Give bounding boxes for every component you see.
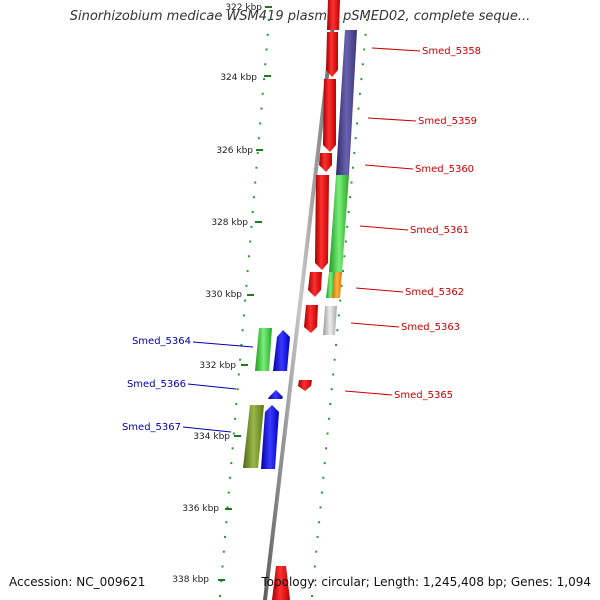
connector-smed-5362 xyxy=(355,287,404,293)
gene-smed-5358[interactable] xyxy=(326,32,338,77)
kbp-ticks xyxy=(218,6,272,581)
left-connectors xyxy=(182,341,254,433)
connector-smed-5365 xyxy=(344,390,393,396)
right-labels: Smed_5358 Smed_5359 Smed_5360 Smed_5361 … xyxy=(394,46,481,401)
gene-smed-5361[interactable] xyxy=(315,175,329,270)
gene-smed-5358-top[interactable] xyxy=(327,0,340,30)
gene-bottom-red[interactable] xyxy=(272,566,290,600)
connector-smed-5367 xyxy=(182,426,232,433)
gene-smed-5362[interactable] xyxy=(308,272,322,297)
accession-text: Accession: NC_009621 xyxy=(9,575,146,589)
gene-label-smed-5366[interactable]: Smed_5366 xyxy=(127,379,186,390)
cog-green-bar xyxy=(329,175,349,272)
cog-navy-bar xyxy=(336,30,357,175)
map-title: Sinorhizobium medicae WSM419 plasmid pSM… xyxy=(69,9,531,24)
gene-label-smed-5367[interactable]: Smed_5367 xyxy=(122,422,181,433)
gene-smed-5365[interactable] xyxy=(298,380,312,391)
kbp-label: 334 kbp xyxy=(193,432,230,442)
left-labels: Smed_5364 Smed_5366 Smed_5367 xyxy=(122,336,191,433)
kbp-label: 328 kbp xyxy=(211,218,248,228)
gene-smed-5364[interactable] xyxy=(273,330,290,371)
gene-label-smed-5365[interactable]: Smed_5365 xyxy=(394,390,453,401)
gene-label-smed-5363[interactable]: Smed_5363 xyxy=(401,322,460,333)
kbp-label: 338 kbp xyxy=(172,575,209,585)
kbp-label: 324 kbp xyxy=(220,73,257,83)
connector-smed-5361 xyxy=(359,225,409,231)
kbp-label: 322 kbp xyxy=(225,3,262,13)
connector-smed-5364 xyxy=(192,341,254,348)
connector-smed-5360 xyxy=(364,164,414,170)
left-tick-track xyxy=(219,19,270,597)
backbone xyxy=(263,0,338,600)
cog-green-left xyxy=(255,328,272,371)
kbp-labels: 322 kbp 324 kbp 326 kbp 328 kbp 330 kbp … xyxy=(172,3,262,585)
kbp-label: 332 kbp xyxy=(199,361,236,371)
gene-label-smed-5360[interactable]: Smed_5360 xyxy=(415,164,474,175)
gene-smed-5360[interactable] xyxy=(319,153,332,172)
connector-smed-5359 xyxy=(367,117,417,122)
kbp-label: 326 kbp xyxy=(216,146,253,156)
gene-smed-5359[interactable] xyxy=(323,79,336,152)
cog-orange-bar xyxy=(332,272,342,298)
gene-label-smed-5364[interactable]: Smed_5364 xyxy=(132,336,191,347)
kbp-label: 336 kbp xyxy=(182,504,219,514)
gene-label-smed-5361[interactable]: Smed_5361 xyxy=(410,225,469,236)
cog-gray-bar xyxy=(323,306,337,335)
gene-smed-5366[interactable] xyxy=(268,390,283,399)
gene-smed-5363[interactable] xyxy=(304,305,318,333)
gene-label-smed-5358[interactable]: Smed_5358 xyxy=(422,46,481,57)
right-connectors xyxy=(344,47,421,396)
right-tick-track xyxy=(311,19,368,597)
cog-olive-left xyxy=(243,405,264,468)
gene-smed-5367[interactable] xyxy=(261,405,279,469)
connector-smed-5363 xyxy=(350,322,400,328)
gene-label-smed-5359[interactable]: Smed_5359 xyxy=(418,116,477,127)
connector-smed-5366 xyxy=(187,383,237,390)
kbp-label: 330 kbp xyxy=(205,290,242,300)
connector-smed-5358 xyxy=(371,47,421,52)
gene-label-smed-5362[interactable]: Smed_5362 xyxy=(405,287,464,298)
topology-text: Topology: circular; Length: 1,245,408 bp… xyxy=(261,575,591,589)
